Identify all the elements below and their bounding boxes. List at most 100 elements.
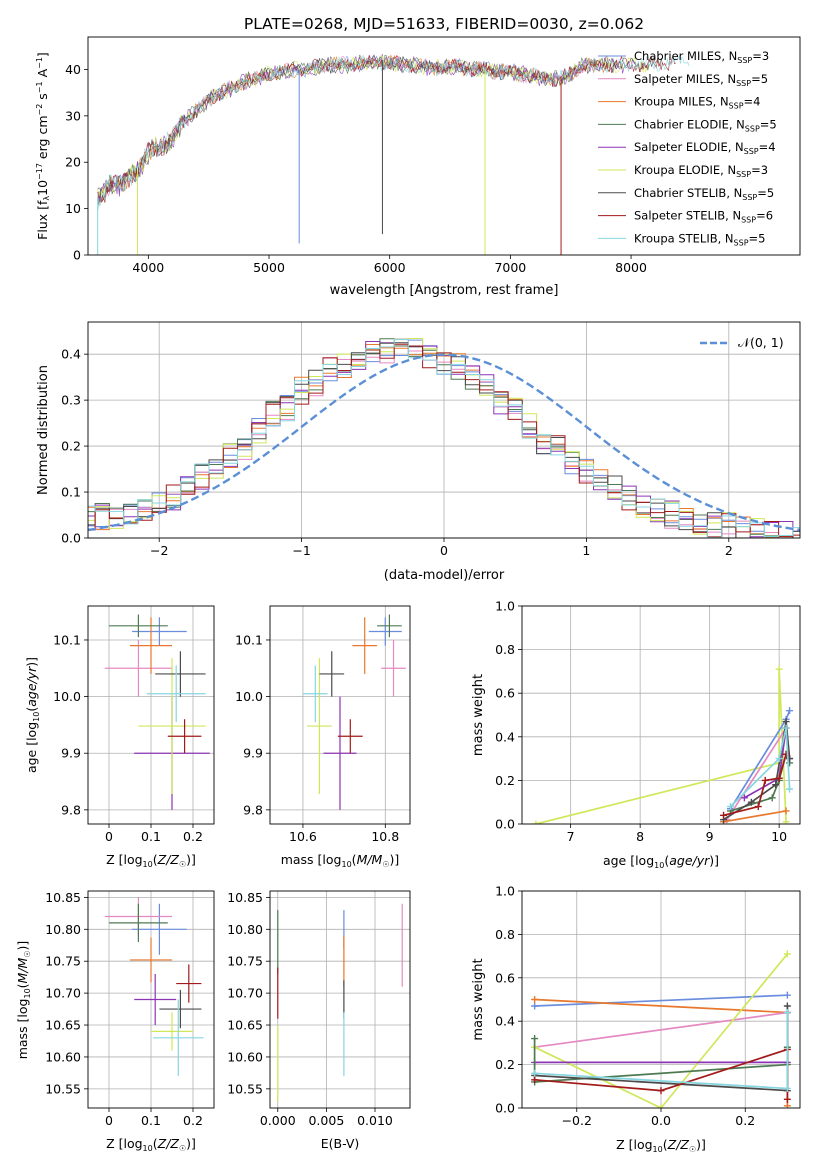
weight-marker <box>720 811 728 819</box>
weight-marker <box>783 1102 791 1108</box>
spectrum-line <box>97 55 676 203</box>
legend-text: =4 <box>759 140 776 154</box>
y-tick-label: 10.75 <box>227 954 263 969</box>
x-axis-label: Z [log10(Z/Z☉)] <box>106 852 196 869</box>
x-tick-label: 0.0 <box>651 1113 671 1128</box>
x-tick-label: 0.010 <box>357 1113 393 1128</box>
x-tick-label: 5000 <box>253 260 285 275</box>
weight-line <box>534 953 789 1108</box>
legend-subscript: SSP <box>736 170 751 179</box>
legend-entry: Kroupa MILES, NSSP=4 <box>634 95 760 111</box>
weight-marker <box>782 818 790 824</box>
legend-subscript: SSP <box>734 238 749 247</box>
legend-text: Kroupa STELIB, N <box>634 231 734 245</box>
legend-text: Chabrier MILES, N <box>634 49 737 63</box>
text-span: ( <box>24 707 39 712</box>
weight-marker <box>786 785 794 793</box>
weight-marker <box>531 996 539 1003</box>
legend-text: Salpeter MILES, N <box>634 72 736 86</box>
x-tick-label: −1 <box>292 543 310 558</box>
x-axis-label: wavelength [Angstrom, rest frame] <box>330 283 559 298</box>
x-tick-label: 0 <box>105 829 113 844</box>
plot-area-mass-vs-ebv <box>277 903 403 1102</box>
weight-marker <box>782 724 790 732</box>
x-tick-label: 0.2 <box>183 1113 203 1128</box>
text-span: 10 <box>143 860 153 869</box>
x-tick-label: 0.005 <box>308 1113 344 1128</box>
plot-area-spectrum <box>97 53 690 255</box>
y-tick-label: 0.0 <box>495 1101 515 1116</box>
y-tick-label: 9.9 <box>243 746 263 761</box>
axis-ticks-mass-vs-ebv: 0.000 0.005 0.010 10.55 10.60 10.65 10.70 10.75… <box>227 890 393 1128</box>
weight-marker <box>531 1002 539 1010</box>
text-span: Flux [f <box>35 200 50 240</box>
legend-entry: Kroupa STELIB, NSSP=5 <box>634 231 765 247</box>
y-tick-label: 9.8 <box>243 802 263 817</box>
legend-text: Kroupa MILES, N <box>634 95 729 109</box>
text-span: Z/Z <box>667 1137 690 1152</box>
y-axis-label: mass weight <box>471 958 486 1040</box>
text-span: 10 <box>23 988 32 998</box>
legend-entry: Salpeter ELODIE, NSSP=4 <box>634 140 776 156</box>
plot-area-age-vs-z <box>104 614 210 810</box>
y-tick-label: 10.75 <box>45 954 81 969</box>
text-span: )] <box>15 941 30 951</box>
weight-marker <box>783 1095 791 1103</box>
legend-entry: Chabrier ELODIE, NSSP=5 <box>634 117 777 133</box>
legend-text: Kroupa ELODIE, N <box>634 163 736 177</box>
histogram-step <box>88 339 800 538</box>
y-tick-label: 10.70 <box>227 986 263 1001</box>
axes-frame <box>521 605 801 825</box>
x-axis-label: age [log10(age/yr)] <box>603 853 719 870</box>
text-span: )] <box>709 853 719 868</box>
weight-line <box>729 727 791 808</box>
text-span: s <box>35 93 50 104</box>
y-tick-label: 0.8 <box>495 927 515 942</box>
weight-marker <box>783 991 791 999</box>
text-span: age [log <box>603 853 654 868</box>
x-tick-label: 10.6 <box>289 829 317 844</box>
x-axis-label: E(B-V) <box>321 1136 360 1151</box>
text-span: ☉ <box>382 860 389 869</box>
weight-line <box>726 727 787 821</box>
text-span: ( <box>352 852 357 867</box>
y-tick-label: 0.4 <box>61 347 81 362</box>
legend-entry: Chabrier MILES, NSSP=3 <box>634 49 769 65</box>
y-tick-label: 0.6 <box>495 686 515 701</box>
spectrum-legend: Chabrier MILES, NSSP=3 Salpeter MILES, N S… <box>598 49 777 247</box>
weight-marker <box>531 1076 539 1084</box>
text-span: −2 <box>35 104 44 116</box>
text-span: ( <box>153 1136 158 1151</box>
axes-frame <box>87 605 215 825</box>
y-tick-label: 9.9 <box>61 746 81 761</box>
weight-marker <box>783 1084 791 1092</box>
x-tick-label: 0.1 <box>141 829 161 844</box>
x-tick-label: 7 <box>567 829 575 844</box>
text-span: −1 <box>35 57 44 69</box>
y-tick-label: 0.1 <box>61 485 81 500</box>
text-span: ☉ <box>689 1145 696 1154</box>
text-span: age [log <box>24 722 39 773</box>
weight-marker <box>772 781 780 789</box>
text-span: Z [log <box>106 852 142 867</box>
weight-line <box>723 810 787 823</box>
weight-marker <box>782 718 790 726</box>
text-span: ( <box>15 983 30 988</box>
y-axis-label: Normed distribution <box>36 365 51 495</box>
legend-text: Chabrier STELIB, N <box>634 186 742 200</box>
text-span: mass [log <box>15 999 30 1060</box>
y-tick-label: 0.2 <box>495 773 515 788</box>
x-axis-label: mass [log10(M/M☉)] <box>281 852 400 869</box>
text-span: ( <box>153 852 158 867</box>
y-tick-label: 0.4 <box>495 729 515 744</box>
y-tick-label: 10.1 <box>235 632 263 647</box>
y-tick-label: 1.0 <box>495 884 515 899</box>
legend-text: =5 <box>757 186 774 200</box>
legend-subscript: SSP <box>742 193 757 202</box>
axes-frame <box>87 890 215 1109</box>
axes-frame <box>269 890 411 1109</box>
chart-residuals: −2 −1 0 1 2 0.0 0.1 0.2 0.3 0.4 𝒩(0, 1) (data-model… <box>36 321 801 583</box>
weight-marker <box>783 1009 791 1017</box>
y-tick-label: 0.2 <box>61 439 81 454</box>
text-span: A <box>35 68 50 81</box>
